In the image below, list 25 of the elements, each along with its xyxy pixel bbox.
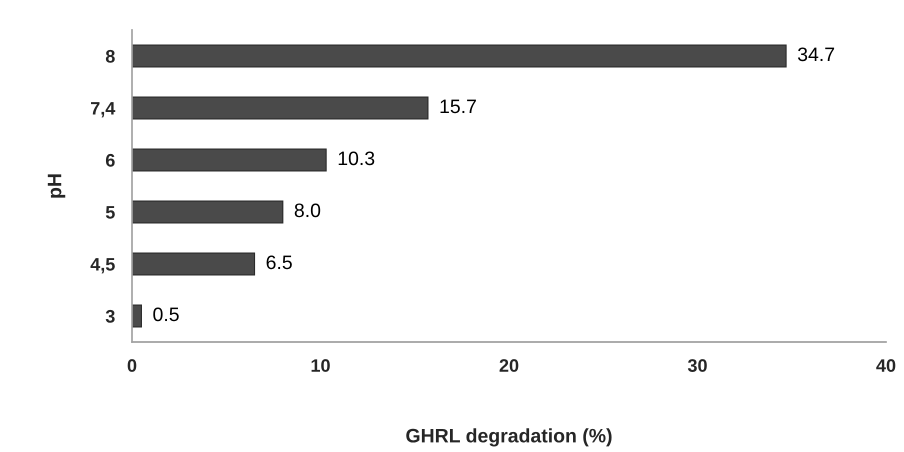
- y-tick-label: 5: [106, 206, 115, 219]
- bar: [132, 96, 428, 120]
- data-label: 10.3: [338, 151, 374, 166]
- data-label: 8.0: [294, 203, 320, 218]
- bar: [132, 148, 327, 172]
- bar: [132, 44, 787, 68]
- x-tick-label: 10: [312, 359, 330, 372]
- y-tick-label: 4,5: [90, 258, 115, 274]
- data-label: 6.5: [266, 255, 292, 270]
- x-tick-label: 0: [128, 359, 136, 372]
- data-label: 15.7: [440, 100, 476, 114]
- y-tick-label: 8: [106, 50, 115, 63]
- y-tick-label: 7,4: [91, 102, 116, 118]
- data-label: 0.5: [153, 307, 179, 322]
- y-axis-title: pH: [48, 174, 66, 198]
- data-label: 34.7: [798, 47, 834, 62]
- x-tick-label: 30: [688, 359, 707, 372]
- y-tick-label: 3: [106, 310, 115, 323]
- x-tick-label: 20: [500, 359, 518, 372]
- bar: [132, 200, 284, 224]
- x-axis-title: GHRL degradation (%): [406, 428, 612, 446]
- x-tick-label: 40: [876, 359, 896, 372]
- bar: [132, 304, 142, 328]
- bar: [132, 252, 256, 276]
- y-tick-label: 6: [106, 154, 115, 167]
